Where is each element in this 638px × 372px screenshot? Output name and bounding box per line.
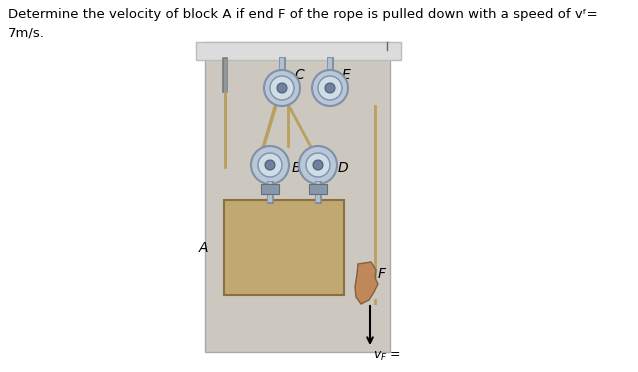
Bar (320, 81, 340, 95)
Text: 7m/s.: 7m/s. (8, 26, 45, 39)
Circle shape (270, 76, 294, 100)
Text: D: D (338, 161, 348, 175)
Bar (309, 184, 327, 194)
Circle shape (318, 76, 342, 100)
Text: E: E (342, 68, 351, 82)
Bar (308, 158, 328, 172)
Text: C: C (294, 68, 304, 82)
Circle shape (306, 153, 330, 177)
Bar (261, 184, 279, 194)
Circle shape (258, 153, 282, 177)
Text: $v_F$ =: $v_F$ = (373, 350, 401, 363)
Circle shape (299, 146, 337, 184)
Bar (260, 158, 280, 172)
Circle shape (325, 83, 335, 93)
Bar (272, 81, 292, 95)
Circle shape (277, 83, 287, 93)
Text: A: A (198, 241, 208, 255)
Text: B: B (292, 161, 302, 175)
Circle shape (251, 146, 289, 184)
Bar (196, 42, 401, 60)
Bar (224, 200, 344, 295)
Circle shape (264, 70, 300, 106)
Circle shape (312, 70, 348, 106)
Text: F: F (378, 267, 386, 281)
Circle shape (313, 160, 323, 170)
Circle shape (265, 160, 275, 170)
Polygon shape (355, 262, 378, 304)
Text: Determine the velocity of block A if end F of the rope is pulled down with a spe: Determine the velocity of block A if end… (8, 8, 598, 21)
Bar (205, 42, 390, 352)
